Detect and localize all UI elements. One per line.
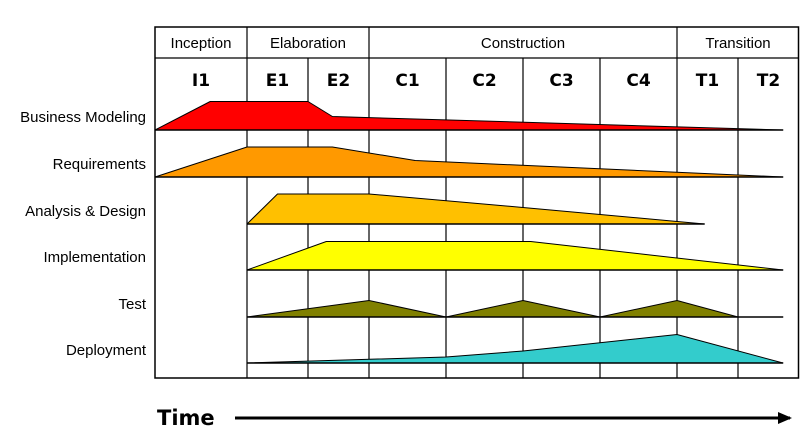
header: Inception Elaboration Construction Transiti… xyxy=(171,35,781,91)
discipline-label: Requirements xyxy=(53,156,146,173)
discipline-hump xyxy=(246,334,784,364)
discipline-hump xyxy=(154,146,784,178)
discipline-hump xyxy=(246,241,784,271)
iteration-label: C1 xyxy=(395,71,419,91)
iteration-label: C3 xyxy=(549,71,573,91)
discipline-label: Deployment xyxy=(66,342,147,359)
discipline-hump xyxy=(246,193,705,225)
grid xyxy=(154,26,800,379)
discipline-hump xyxy=(154,101,784,131)
discipline-hump xyxy=(246,300,784,318)
iteration-label: C2 xyxy=(472,71,496,91)
discipline-label: Analysis & Design xyxy=(25,203,146,220)
discipline-label: Business Modeling xyxy=(20,109,146,126)
iteration-label: E2 xyxy=(327,71,350,91)
discipline-label: Implementation xyxy=(43,249,146,266)
grid-border xyxy=(154,26,800,379)
iteration-label: T1 xyxy=(696,71,719,91)
discipline-label: Test xyxy=(118,296,146,313)
phase-label: Inception xyxy=(171,35,232,52)
phase-label: Transition xyxy=(705,35,770,52)
iteration-label: I1 xyxy=(192,71,210,91)
iteration-label: T2 xyxy=(757,71,780,91)
discipline-humps xyxy=(154,101,784,364)
time-label: Time xyxy=(157,406,215,430)
iteration-label: E1 xyxy=(266,71,289,91)
time-axis: Time xyxy=(157,406,792,430)
discipline-labels: Business Modeling Requirements Analysis & … xyxy=(20,109,147,359)
phase-label: Construction xyxy=(481,35,565,52)
iteration-label: C4 xyxy=(626,71,650,91)
phase-label: Elaboration xyxy=(270,35,346,52)
